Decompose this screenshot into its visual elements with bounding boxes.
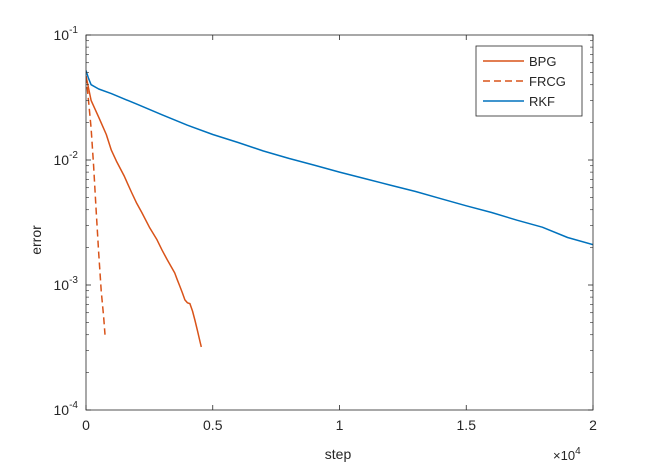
x-tick-label: 2 [589,417,597,433]
legend-label-frcg: FRCG [529,74,566,89]
x-exponent-label: ×104 [553,446,581,463]
legend-box [475,45,583,117]
legend-label-rkf: RKF [529,94,555,109]
series-line-bpg [86,75,203,348]
legend: BPG FRCG RKF [475,45,583,117]
y-tick-label: 10-4 [54,400,79,418]
series-line-rkf [86,70,593,246]
x-tick-label: 1.5 [457,417,477,433]
series-layer [86,70,593,348]
x-tick-label: 1 [336,417,344,433]
x-axis-label: step [325,446,352,462]
y-tick-label: 10-2 [54,150,79,168]
y-axis-label: error [28,225,44,255]
series-line-frcg [86,75,106,335]
axes-layer: 0 0.5 1 1.5 2 10-4 10-3 10-2 10-1 [54,25,598,433]
legend-label-bpg: BPG [529,54,556,69]
x-tick-label: 0.5 [203,417,223,433]
y-tick-label: 10-3 [54,275,79,293]
x-tick-label: 0 [82,417,90,433]
y-tick-label: 10-1 [54,25,79,43]
